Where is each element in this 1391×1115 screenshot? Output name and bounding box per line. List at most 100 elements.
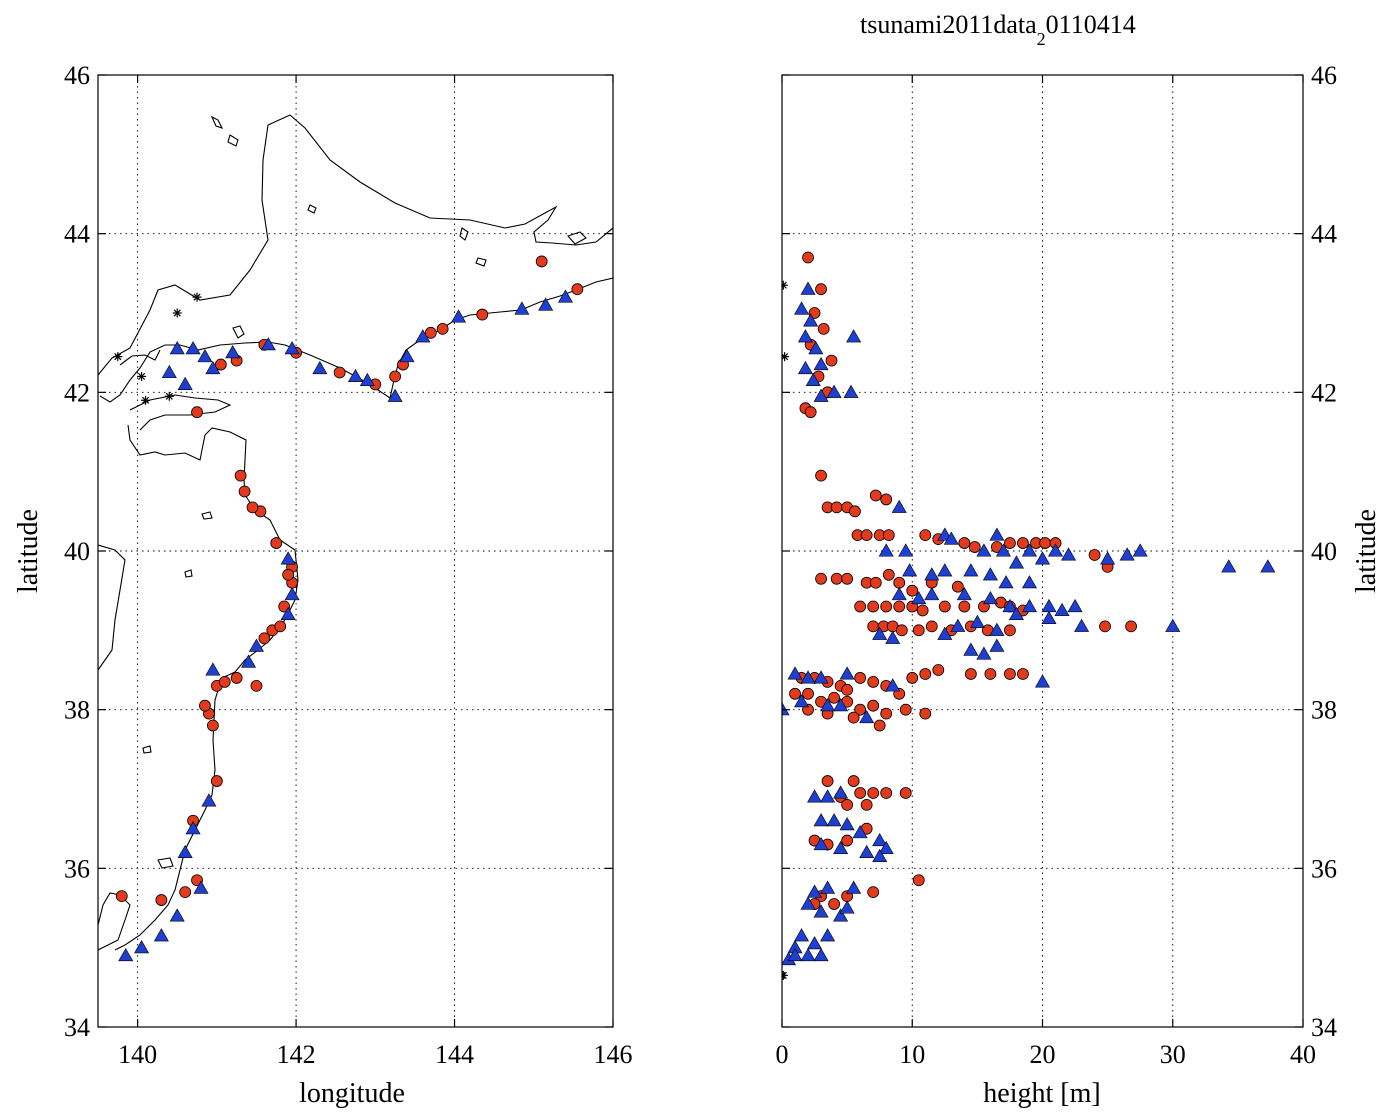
triangle-marker <box>813 836 829 851</box>
triangle-marker <box>153 928 169 942</box>
triangle-marker <box>205 360 221 375</box>
map-x-tick-label: 144 <box>435 1040 474 1069</box>
circle-marker <box>867 787 880 799</box>
triangle-marker <box>813 670 829 684</box>
circle-marker <box>906 584 919 597</box>
triangle-marker <box>800 896 816 910</box>
circle-marker <box>880 600 893 613</box>
triangle-marker <box>872 626 888 640</box>
triangle-marker <box>794 694 810 708</box>
circle-marker <box>115 890 128 902</box>
triangle-marker <box>280 551 296 565</box>
circle-marker <box>873 719 886 732</box>
circle-marker <box>815 572 827 585</box>
triangle-marker <box>260 337 276 351</box>
triangle-marker <box>205 662 221 676</box>
circle-marker <box>238 485 251 498</box>
triangle-marker <box>134 940 150 954</box>
triangle-marker <box>911 590 927 605</box>
triangle-marker <box>820 928 836 942</box>
triangle-marker <box>846 329 862 343</box>
chart-title-main: tsunami2011data <box>860 10 1037 39</box>
triangle-marker <box>312 360 328 375</box>
triangle-marker <box>872 848 888 862</box>
triangle-marker <box>1021 575 1037 589</box>
circle-marker <box>899 787 912 799</box>
triangle-marker <box>924 567 940 581</box>
triangle-marker <box>161 364 177 379</box>
triangle-marker <box>797 329 813 343</box>
height-markers <box>782 251 1276 980</box>
triangle-marker <box>1100 551 1116 565</box>
triangle-marker <box>982 567 998 581</box>
triangle-marker <box>1034 551 1051 565</box>
circle-marker <box>246 501 259 514</box>
circle-marker <box>958 600 971 613</box>
triangle-marker <box>387 388 403 402</box>
coastline <box>98 114 613 951</box>
circle-marker <box>1017 537 1029 549</box>
circle-marker <box>860 798 873 811</box>
triangle-marker <box>800 281 816 295</box>
circle-marker <box>804 406 817 419</box>
circle-marker <box>867 676 880 688</box>
height-y-tick-label: 38 <box>1311 696 1337 725</box>
triangle-marker <box>1008 555 1024 569</box>
triangle-marker <box>976 543 992 557</box>
circle-marker <box>424 326 437 339</box>
circle-marker <box>815 283 827 296</box>
triangle-marker <box>808 341 824 355</box>
circle-marker <box>867 699 880 712</box>
circle-marker <box>880 787 893 799</box>
triangle-marker <box>813 388 829 402</box>
circle-marker <box>802 687 814 700</box>
circle-marker <box>218 676 231 688</box>
circle-marker <box>258 632 271 645</box>
triangle-marker <box>885 678 901 692</box>
circle-marker <box>925 620 938 633</box>
triangle-marker <box>177 376 193 390</box>
circle-marker <box>869 489 882 502</box>
circle-marker <box>214 358 227 371</box>
chart-title-tail: 0110414 <box>1046 10 1136 39</box>
circle-marker <box>880 707 893 720</box>
triangle-marker <box>989 527 1005 541</box>
triangle-marker <box>969 614 985 628</box>
circle-marker <box>854 787 867 799</box>
triangle-marker <box>1061 547 1077 561</box>
triangle-marker <box>839 817 855 831</box>
circle-marker <box>958 537 971 549</box>
triangle-marker <box>538 297 554 311</box>
height-x-tick-label: 10 <box>899 1040 925 1069</box>
triangle-marker <box>956 587 972 601</box>
map-panel: 140 142 144 146 34 36 38 40 42 44 46 longitude lat… <box>13 61 633 1109</box>
star-marker <box>172 308 182 318</box>
triangle-marker <box>813 813 829 827</box>
triangle-marker <box>805 372 821 386</box>
map-y-tick-label: 34 <box>64 1013 90 1042</box>
circle-marker <box>817 322 830 335</box>
circle-marker <box>815 469 827 482</box>
circle-marker <box>968 541 981 553</box>
triangle-marker <box>1002 598 1018 613</box>
triangle-marker <box>813 356 829 371</box>
triangle-marker <box>982 590 998 605</box>
triangle-marker <box>950 618 966 632</box>
height-y-tick-label: 36 <box>1311 854 1337 883</box>
triangle-marker <box>248 638 264 652</box>
triangle-marker <box>807 884 823 898</box>
map-x-tick-label: 142 <box>277 1040 316 1069</box>
triangle-marker <box>820 880 836 894</box>
circle-marker <box>830 501 843 514</box>
triangle-marker <box>450 309 467 323</box>
triangle-marker <box>1260 559 1276 573</box>
map-y-tick-label: 36 <box>64 854 90 883</box>
height-x-tick-label: 40 <box>1290 1040 1316 1069</box>
triangle-marker <box>280 606 296 621</box>
circle-marker <box>155 894 168 906</box>
triangle-marker <box>813 904 829 918</box>
triangle-marker <box>794 301 810 315</box>
triangle-marker <box>843 384 859 398</box>
